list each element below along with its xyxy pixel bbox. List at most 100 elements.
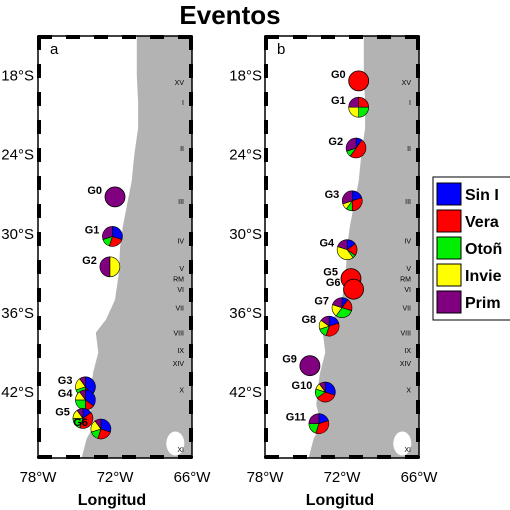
pie-g4: G4 — [58, 388, 96, 411]
group-label: G6 — [73, 417, 88, 429]
pie-g10: G10 — [292, 380, 336, 403]
frame-check — [189, 260, 193, 274]
frame-check — [293, 35, 307, 39]
pie-slice — [345, 137, 357, 152]
frame-check — [321, 455, 335, 459]
frame-check — [264, 92, 268, 106]
frame-check — [37, 344, 41, 358]
frame-check — [416, 372, 420, 386]
group-label: G2 — [328, 136, 343, 148]
lake-shape — [166, 431, 185, 456]
group-label: G5 — [55, 406, 70, 418]
pie-slice — [316, 391, 336, 403]
frame-check — [37, 316, 41, 330]
pie-g1: G1 — [331, 95, 369, 118]
y-tick-label: 24°S — [229, 147, 262, 164]
pie-g9: G9 — [282, 354, 321, 377]
legend-swatch — [436, 182, 462, 206]
pie-g2: G2 — [82, 255, 121, 278]
pie-slice — [336, 246, 354, 260]
frame-check — [178, 35, 192, 39]
frame-check — [189, 372, 193, 386]
frame-check — [189, 400, 193, 414]
legend-swatch — [436, 290, 462, 314]
x-tick-label: 78°W — [20, 469, 58, 486]
legend-swatch — [436, 263, 462, 287]
frame-check — [264, 428, 268, 442]
frame-check — [189, 92, 193, 106]
x-tick-label: 66°W — [174, 469, 212, 486]
group-label: G0 — [87, 185, 102, 197]
frame-check — [37, 148, 41, 162]
frame-check — [264, 372, 268, 386]
legend-swatch — [436, 236, 462, 260]
frame-check — [293, 455, 307, 459]
frame-check — [94, 35, 108, 39]
region-label: V — [406, 266, 411, 273]
frame-check — [264, 260, 268, 274]
frame-check — [37, 204, 41, 218]
frame-check — [150, 455, 164, 459]
frame-check — [38, 35, 52, 39]
group-label: G7 — [314, 296, 329, 308]
frame-check — [416, 176, 420, 190]
frame-check — [189, 344, 193, 358]
frame-check — [37, 428, 41, 442]
legend-label: Sin I — [465, 187, 499, 204]
frame-check — [416, 288, 420, 302]
frame-check — [189, 148, 193, 162]
frame-check — [189, 204, 193, 218]
group-label: G3 — [58, 375, 73, 387]
frame-check — [37, 120, 41, 134]
region-label: RM — [400, 277, 411, 284]
frame-check — [265, 35, 279, 39]
pie-slice — [109, 256, 121, 278]
frame-check — [94, 455, 108, 459]
pie-g2: G2 — [328, 136, 367, 159]
panel-letter: a — [50, 41, 59, 58]
group-label: G4 — [319, 238, 335, 250]
pie-slice — [104, 186, 126, 208]
y-tick-label: 18°S — [229, 68, 262, 85]
pie-slice — [320, 315, 330, 327]
frame-check — [264, 64, 268, 78]
legend-label: Otoñ — [465, 241, 502, 258]
frame-check — [189, 316, 193, 330]
region-label: X — [179, 387, 184, 394]
region-label: I — [182, 100, 184, 107]
frame-check — [416, 316, 420, 330]
frame-check — [264, 344, 268, 358]
region-label: V — [179, 266, 184, 273]
frame-check — [416, 428, 420, 442]
pie-slice — [102, 226, 113, 240]
region-label: III — [405, 199, 411, 206]
frame-check — [416, 120, 420, 134]
frame-check — [416, 92, 420, 106]
region-label: IV — [177, 238, 184, 245]
group-label: G1 — [85, 224, 100, 236]
pie-g11: G11 — [286, 412, 330, 434]
frame-check — [189, 120, 193, 134]
frame-check — [416, 148, 420, 162]
y-tick-label: 42°S — [1, 384, 34, 401]
region-label: VII — [175, 306, 184, 313]
region-label: XI — [404, 447, 411, 454]
region-label: VIII — [400, 331, 411, 338]
group-label: G10 — [292, 380, 313, 392]
frame-check — [37, 400, 41, 414]
region-label: II — [180, 146, 184, 153]
frame-check — [264, 120, 268, 134]
frame-check — [377, 455, 391, 459]
frame-check — [377, 35, 391, 39]
y-tick-label: 24°S — [1, 147, 34, 164]
region-label: XI — [177, 447, 184, 454]
group-label: G8 — [301, 314, 316, 326]
legend: Sin I Vera Otoñ Invie Prim — [432, 176, 510, 321]
group-label: G9 — [282, 354, 297, 366]
y-tick-label: 36°S — [229, 305, 262, 322]
pie-slice — [94, 418, 102, 430]
region-label: RM — [173, 277, 184, 284]
group-label: G4 — [58, 388, 74, 400]
